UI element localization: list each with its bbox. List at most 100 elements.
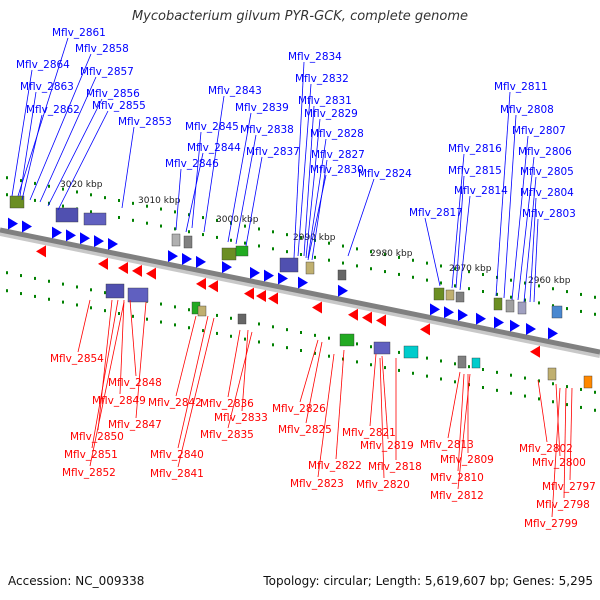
protein-domain-box bbox=[197, 305, 207, 317]
forward-label-leader bbox=[311, 159, 328, 261]
track-tick-dot bbox=[118, 198, 120, 202]
forward-label-leader bbox=[245, 156, 263, 247]
kbp-tick-label: 2990 kbp bbox=[293, 233, 336, 243]
track-tick-dot bbox=[90, 193, 92, 197]
protein-domain-box bbox=[493, 297, 503, 311]
forward-gene-arrow bbox=[196, 255, 206, 268]
protein-domain-box bbox=[83, 212, 107, 226]
forward-label-leader bbox=[529, 197, 537, 303]
track-tick-dot bbox=[202, 329, 204, 333]
track-tick-dot bbox=[356, 360, 358, 364]
reverse-label-leader bbox=[457, 373, 471, 490]
forward-label-leader bbox=[19, 91, 37, 197]
track-tick-dot bbox=[440, 377, 442, 381]
reverse-label-leader bbox=[91, 299, 119, 449]
track-tick-dot bbox=[146, 221, 148, 225]
track-tick-dot bbox=[188, 213, 190, 217]
reverse-gene-label: Mflv_2854 bbox=[50, 353, 104, 365]
reverse-gene-label: Mflv_2810 bbox=[430, 472, 484, 484]
track-tick-dot bbox=[552, 400, 554, 404]
track-tick-dot bbox=[300, 236, 302, 239]
track-tick-dot bbox=[552, 304, 554, 308]
track-tick-dot bbox=[76, 190, 78, 194]
forward-gene-label: Mflv_2816 bbox=[448, 143, 502, 155]
reverse-label-leader bbox=[381, 355, 389, 440]
track-tick-dot bbox=[258, 340, 260, 344]
reverse-label-leader bbox=[177, 315, 209, 449]
track-tick-dot bbox=[454, 380, 456, 384]
forward-gene-label: Mflv_2831 bbox=[298, 95, 352, 107]
track-tick-dot bbox=[552, 287, 554, 291]
track-tick-dot bbox=[580, 309, 582, 313]
track-tick-dot bbox=[216, 313, 218, 317]
forward-label-leader bbox=[451, 153, 465, 289]
forward-gene-arrow bbox=[108, 237, 118, 250]
track-tick-dot bbox=[132, 218, 134, 222]
forward-label-leader bbox=[307, 138, 327, 259]
track-tick-dot bbox=[426, 356, 428, 360]
reverse-gene-arrow bbox=[256, 290, 266, 303]
protein-domain-box bbox=[55, 207, 79, 223]
track-tick-dot bbox=[20, 292, 22, 296]
forward-gene-label: Mflv_2829 bbox=[304, 108, 358, 120]
track-tick-dot bbox=[370, 363, 372, 367]
reverse-gene-label: Mflv_2842 bbox=[148, 397, 202, 409]
track-tick-dot bbox=[244, 337, 246, 341]
reverse-gene-label: Mflv_2825 bbox=[278, 424, 332, 436]
track-tick-dot bbox=[314, 333, 316, 337]
track-tick-dot bbox=[286, 328, 288, 332]
forward-gene-arrow bbox=[168, 250, 178, 263]
track-tick-dot bbox=[538, 284, 540, 288]
track-tick-dot bbox=[146, 317, 148, 321]
forward-label-leader bbox=[29, 53, 92, 201]
forward-gene-label: Mflv_2834 bbox=[288, 51, 342, 63]
reverse-gene-arrow bbox=[208, 280, 218, 293]
forward-gene-label: Mflv_2856 bbox=[86, 88, 140, 100]
reverse-label-leader bbox=[241, 329, 249, 412]
forward-gene-arrow bbox=[476, 312, 486, 325]
protein-domain-box bbox=[337, 269, 347, 281]
reverse-gene-label: Mflv_2797 bbox=[542, 481, 596, 493]
forward-gene-arrow bbox=[494, 316, 504, 329]
track-tick-dot bbox=[538, 301, 540, 305]
forward-gene-arrow bbox=[430, 303, 440, 316]
forward-gene-arrow bbox=[222, 261, 232, 274]
forward-gene-label: Mflv_2862 bbox=[26, 104, 80, 116]
track-tick-dot bbox=[118, 215, 120, 219]
track-tick-dot bbox=[216, 218, 218, 222]
track-tick-dot bbox=[258, 244, 260, 248]
track-tick-dot bbox=[594, 390, 596, 394]
track-tick-dot bbox=[552, 382, 554, 386]
forward-gene-label: Mflv_2832 bbox=[295, 73, 349, 85]
track-tick-dot bbox=[62, 204, 64, 208]
track-tick-dot bbox=[286, 346, 288, 350]
protein-domain-box bbox=[9, 195, 25, 209]
track-tick-dot bbox=[510, 278, 512, 282]
forward-label-leader bbox=[503, 114, 517, 299]
track-tick-dot bbox=[566, 385, 568, 389]
forward-gene-arrow bbox=[52, 226, 62, 239]
track-tick-dot bbox=[328, 336, 330, 340]
reverse-label-leader bbox=[129, 299, 137, 377]
accession-text: Accession: NC_009338 bbox=[8, 574, 145, 588]
protein-domain-box bbox=[433, 287, 445, 301]
reverse-label-leader bbox=[227, 329, 241, 398]
protein-domain-box bbox=[455, 291, 465, 303]
track-tick-dot bbox=[20, 274, 22, 278]
reverse-gene-label: Mflv_2840 bbox=[150, 449, 204, 461]
forward-gene-label: Mflv_2803 bbox=[522, 208, 576, 220]
track-tick-dot bbox=[370, 345, 372, 349]
reverse-gene-label: Mflv_2818 bbox=[368, 461, 422, 473]
track-tick-dot bbox=[412, 371, 414, 375]
protein-domain-box bbox=[339, 333, 355, 347]
reverse-gene-label: Mflv_2847 bbox=[108, 419, 162, 431]
track-tick-dot bbox=[328, 354, 330, 358]
reverse-label-leader bbox=[335, 349, 345, 460]
track-tick-dot bbox=[6, 176, 8, 180]
protein-domain-box bbox=[517, 301, 527, 315]
protein-domain-box bbox=[127, 287, 149, 303]
forward-gene-label: Mflv_2843 bbox=[208, 85, 262, 97]
track-tick-dot bbox=[384, 366, 386, 370]
